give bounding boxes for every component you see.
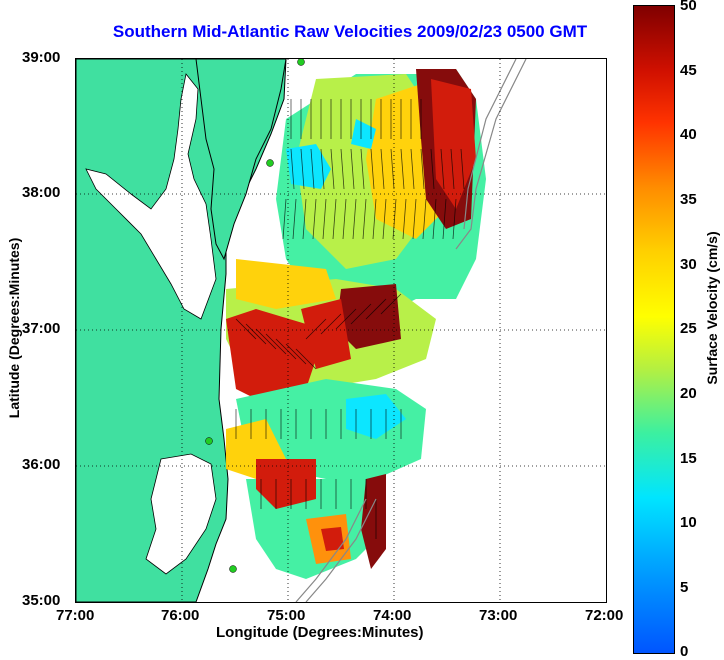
colorbar-tick-label: 0 xyxy=(680,643,689,660)
grid-lines xyxy=(76,59,606,602)
x-tick-label: 76:00 xyxy=(161,607,200,624)
colorbar-tick-label: 45 xyxy=(680,62,697,79)
bathymetry-contours xyxy=(295,59,527,602)
map-plot-area xyxy=(75,58,607,603)
map-title: Southern Mid-Atlantic Raw Velocities 200… xyxy=(112,22,588,41)
x-tick-label: 77:00 xyxy=(56,607,95,624)
x-axis-label: Longitude (Degrees:Minutes) xyxy=(216,624,424,641)
colorbar xyxy=(633,5,675,654)
colorbar-tick-label: 20 xyxy=(680,385,697,402)
colorbar-tick-label: 40 xyxy=(680,126,697,143)
station-markers xyxy=(205,59,305,573)
y-axis-label: Latitude (Degrees:Minutes) xyxy=(6,237,22,419)
land-delmarva xyxy=(195,59,287,261)
map-canvas xyxy=(76,59,606,602)
colorbar-tick-label: 25 xyxy=(680,320,697,337)
colorbar-tick-label: 30 xyxy=(680,256,697,273)
colorbar-tick-label: 50 xyxy=(680,0,697,14)
station-marker xyxy=(205,437,213,445)
velocity-arrows xyxy=(235,99,465,539)
pamlico-sound xyxy=(145,453,217,575)
colorbar-tick-label: 10 xyxy=(680,514,697,531)
colorbar-tick-label: 35 xyxy=(680,191,697,208)
x-tick-label: 74:00 xyxy=(373,607,412,624)
colorbar-tick-label: 15 xyxy=(680,450,697,467)
x-tick-label: 72:00 xyxy=(585,607,624,624)
colorbar-title: Surface Velocity (cm/s) xyxy=(704,231,720,385)
station-marker xyxy=(297,59,305,66)
chesapeake-bay xyxy=(85,73,217,320)
y-tick-label: 36:00 xyxy=(22,456,61,473)
station-marker xyxy=(229,565,237,573)
y-tick-label: 35:00 xyxy=(22,592,61,609)
y-tick-label: 37:00 xyxy=(22,320,61,337)
y-tick-label: 38:00 xyxy=(22,184,61,201)
station-marker xyxy=(266,159,274,167)
x-tick-label: 75:00 xyxy=(267,607,306,624)
x-tick-label: 73:00 xyxy=(479,607,518,624)
y-tick-label: 39:00 xyxy=(22,49,61,66)
colorbar-tick-label: 5 xyxy=(680,579,689,596)
